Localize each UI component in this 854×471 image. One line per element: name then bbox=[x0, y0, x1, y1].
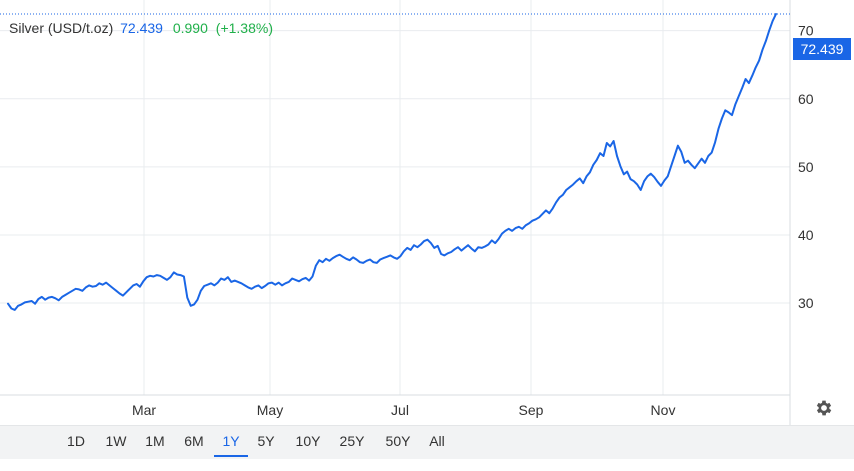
silver-price-line bbox=[7, 13, 777, 311]
y-tick-label: 30 bbox=[798, 295, 814, 311]
range-button-1y[interactable]: 1Y bbox=[214, 426, 248, 457]
y-tick-label: 60 bbox=[798, 91, 814, 107]
x-tick-label: Jul bbox=[391, 402, 409, 418]
range-button-10y[interactable]: 10Y bbox=[295, 433, 321, 449]
price-chart[interactable]: Mar May Jul Sep Nov 30 40 50 60 70 bbox=[0, 0, 854, 425]
range-button-25y[interactable]: 25Y bbox=[339, 433, 365, 449]
y-tick-label: 70 bbox=[798, 23, 814, 39]
range-button-1w[interactable]: 1W bbox=[105, 433, 127, 449]
x-tick-label: Mar bbox=[132, 402, 156, 418]
range-toolbar: 1D 1W 1M 6M 1Y 5Y 10Y 25Y 50Y All bbox=[0, 425, 854, 459]
x-tick-label: May bbox=[257, 402, 283, 418]
range-button-50y[interactable]: 50Y bbox=[385, 433, 411, 449]
chart-area[interactable]: Mar May Jul Sep Nov 30 40 50 60 70 Silver (USD/t… bbox=[0, 0, 854, 425]
gear-icon[interactable] bbox=[814, 398, 834, 418]
range-button-6m[interactable]: 6M bbox=[184, 433, 204, 449]
y-tick-label: 50 bbox=[798, 159, 814, 175]
range-button-1m[interactable]: 1M bbox=[145, 433, 165, 449]
y-tick-label: 40 bbox=[798, 227, 814, 243]
x-tick-label: Nov bbox=[651, 402, 676, 418]
range-button-all[interactable]: All bbox=[429, 433, 445, 449]
range-button-5y[interactable]: 5Y bbox=[257, 433, 275, 449]
x-tick-label: Sep bbox=[519, 402, 544, 418]
legend-change-percent: (+1.38%) bbox=[215, 20, 273, 36]
range-button-1d[interactable]: 1D bbox=[67, 433, 85, 449]
last-price-tag: 72.439 bbox=[793, 38, 851, 60]
legend-change: 0.990 bbox=[172, 20, 208, 36]
legend-series-name: Silver (USD/t.oz) bbox=[9, 20, 114, 36]
chart-legend: Silver (USD/t.oz) 72.439 0.990 (+1.38%) bbox=[9, 20, 273, 36]
legend-price: 72.439 bbox=[120, 20, 163, 36]
